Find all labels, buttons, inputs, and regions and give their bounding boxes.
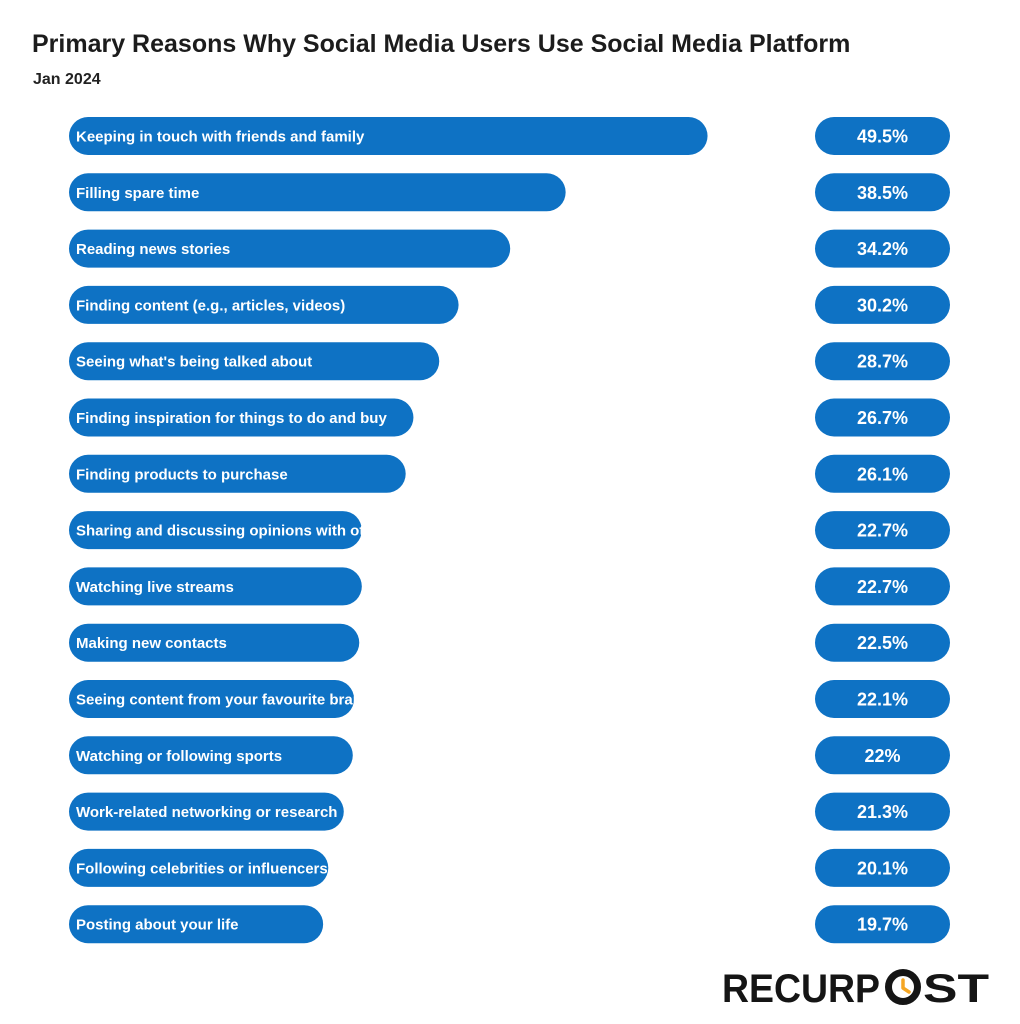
chart-title: Primary Reasons Why Social Media Users U… [32,30,851,58]
bar [69,117,708,155]
value-pill [815,623,950,662]
bar-label: Watching or following sports [76,748,282,765]
bar-row: Filling spare time 38.5% [69,173,950,212]
bar-row: Seeing content from your favourite brand… [69,680,950,718]
bar [69,905,324,944]
bar-row: Reading news stories 34.2% [69,229,950,268]
bar-row: Watching or following sports 22% [69,736,950,775]
value-pill [815,680,950,718]
value-pill [815,792,950,831]
bar-row: Watching live streams 22.7% [69,567,950,606]
value-label: 28.7% [857,352,908,372]
value-label: 21.3% [857,802,908,822]
bar-row: Finding inspiration for things to do and… [69,398,950,437]
value-label: 38.5% [857,183,908,203]
bar-label: Seeing content from your favourite brand… [76,692,379,709]
bar [69,342,440,381]
bar-row: Finding products to purchase 26.1% [69,454,950,493]
value-pill [815,848,950,887]
value-label: 26.1% [857,464,908,484]
value-pill [815,905,950,944]
value-pill [815,229,950,268]
clock-o-icon [885,969,921,1005]
brand-logo-text-end: ST [923,967,989,1010]
value-pill [815,117,950,155]
bar-label: Finding content (e.g., articles, videos) [76,297,345,314]
bar [69,285,459,324]
bar [69,736,353,775]
bar-label: Sharing and discussing opinions with oth… [76,523,396,540]
bar-chart: Keeping in touch with friends and family… [69,117,950,944]
brand-logo: RECURP ST [722,967,989,1010]
bar-label: Finding products to purchase [76,466,288,483]
value-pill [815,342,950,381]
bar-label: Keeping in touch with friends and family [76,129,365,146]
value-pill [815,454,950,493]
bar-row: Sharing and discussing opinions with oth… [69,511,950,550]
bar [69,792,344,831]
value-pill [815,736,950,775]
bar-label: Finding inspiration for things to do and… [76,410,387,427]
bar-label: Work-related networking or research [76,804,337,821]
value-label: 22% [864,746,900,766]
bar-row: Seeing what's being talked about 28.7% [69,342,950,381]
bar [69,454,406,493]
bar [69,173,566,212]
bar-label: Watching live streams [76,579,234,596]
value-label: 49.5% [857,127,908,147]
bar-label: Posting about your life [76,917,239,934]
bar [69,511,362,550]
bar-label: Reading news stories [76,241,230,258]
value-pill [815,567,950,606]
bar [69,680,355,718]
bar [69,567,362,606]
bar-row: Making new contacts 22.5% [69,623,950,662]
bar [69,229,511,268]
bar-label: Seeing what's being talked about [76,354,312,371]
value-pill [815,398,950,437]
value-label: 20.1% [857,858,908,878]
value-label: 22.1% [857,690,908,710]
value-label: 22.7% [857,521,908,541]
value-label: 22.7% [857,577,908,597]
bar [69,398,414,437]
value-pill [815,173,950,212]
bar-label: Following celebrities or influencers [76,860,328,877]
bar-row: Finding content (e.g., articles, videos)… [69,285,950,324]
bar-row: Keeping in touch with friends and family… [69,117,950,155]
value-label: 19.7% [857,915,908,935]
bar-row: Posting about your life 19.7% [69,905,950,944]
value-label: 34.2% [857,239,908,259]
value-label: 22.5% [857,633,908,653]
chart-subtitle: Jan 2024 [33,71,101,88]
value-pill [815,511,950,550]
brand-logo-text-start: RECURP [722,967,880,1010]
bar [69,848,329,887]
value-label: 26.7% [857,408,908,428]
value-label: 30.2% [857,295,908,315]
bar-label: Filling spare time [76,185,199,202]
bar [69,623,360,662]
bar-row: Work-related networking or research 21.3% [69,792,950,831]
bar-row: Following celebrities or influencers 20.1… [69,848,950,887]
bar-label: Making new contacts [76,635,227,652]
value-pill [815,285,950,324]
